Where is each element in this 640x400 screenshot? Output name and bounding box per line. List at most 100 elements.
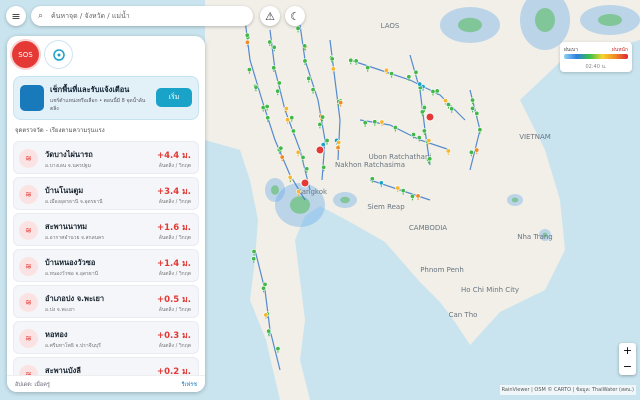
- station-pin: [353, 58, 359, 64]
- station-pin: [417, 81, 423, 87]
- station-pin: [434, 88, 440, 94]
- station-pin: [276, 80, 282, 86]
- station-pin: [395, 185, 401, 191]
- rain-core: [290, 196, 310, 214]
- legend-time: 02:40 น.: [585, 64, 607, 70]
- place-label: CAMBODIA: [409, 224, 447, 232]
- water-level: +0.5 ม.: [157, 295, 191, 305]
- station-name: อำเภอปง จ.พะเยา: [45, 294, 105, 303]
- station-pin: [244, 32, 250, 38]
- station-item[interactable]: ≋ อำเภอปง จ.พะเยาอ.ปง จ.พะเยา +0.5 ม. ล้นตล…: [13, 285, 199, 318]
- zoom-out[interactable]: −: [622, 360, 633, 373]
- card-icon: [20, 85, 44, 111]
- station-pin: [275, 88, 281, 94]
- station-pin: [264, 103, 270, 109]
- station-status: ล้นตลิ่ง / วิกฤต: [158, 343, 191, 349]
- item-icon: ≋: [19, 329, 38, 348]
- place-label: Nakhon Ratchasima: [335, 161, 405, 169]
- station-item[interactable]: ≋ บ้านหนองวัวซอ อ.หนองวัวซอ จ.อุดรธานี +1.4…: [13, 249, 199, 282]
- water-level: +4.4 ม.: [157, 151, 191, 161]
- station-pin: [416, 135, 422, 141]
- locate-icon: [52, 48, 65, 61]
- water-level: +1.6 ม.: [157, 223, 191, 233]
- refresh-button[interactable]: รีเฟรช: [181, 382, 197, 388]
- station-pin: [413, 69, 419, 75]
- station-pin: [430, 89, 436, 95]
- station-pin: [338, 100, 344, 106]
- place-label: Siem Reap: [367, 203, 405, 211]
- river: [299, 24, 326, 181]
- start-button[interactable]: เริ่ม: [156, 88, 192, 107]
- station-pin: [287, 174, 293, 180]
- station-pin: [335, 145, 341, 151]
- legend-heavy: ฝนหนัก: [611, 47, 628, 53]
- station-pin: [265, 115, 271, 121]
- station-name: วัดบางไผ่นารถ: [45, 150, 93, 159]
- station-pin: [302, 43, 308, 49]
- card-title: เช็กพื้นที่และรับแจ้งเตือน: [50, 85, 130, 94]
- station-pin: [400, 188, 406, 194]
- card-subtitle: แชร์ตำแหน่งหรือเลือก • ตอนนี้มี 8 จุดน้ำ…: [50, 98, 146, 112]
- station-item[interactable]: ≋ สะพานนาทม อ.อากาศอำนวย จ.สกลนคร +1.6 ม. ล้…: [13, 213, 199, 246]
- station-pin: [317, 121, 323, 127]
- station-pin: [253, 84, 259, 90]
- station-pin: [304, 166, 310, 172]
- station-pin: [267, 39, 273, 45]
- menu-button[interactable]: ≡: [6, 6, 26, 26]
- station-pin: [320, 142, 326, 148]
- rain-core: [340, 196, 350, 204]
- station-status: ล้นตลิ่ง / วิกฤต: [158, 307, 191, 313]
- station-item[interactable]: ≋ บ้านโนนตูม อ.เมืองอุดรธานี จ.อุดรธานี +3.…: [13, 177, 199, 210]
- water-level: +0.2 ม.: [157, 367, 191, 377]
- item-icon: ≋: [19, 185, 38, 204]
- station-pin: [369, 176, 375, 182]
- side-panel: SOS เช็กพื้นที่และรับแจ้งเตือน แชร์ตำแหน…: [7, 36, 205, 392]
- station-location: อ.ปง จ.พะเยา: [45, 307, 75, 313]
- place-label: Ubon Ratchathani: [369, 153, 432, 161]
- station-pin: [421, 105, 427, 111]
- updated-text: อัปเดต: เมื่อครู่: [15, 382, 50, 388]
- station-pin: [415, 193, 421, 199]
- station-pin: [324, 138, 330, 144]
- station-pin: [389, 71, 395, 77]
- station-name: บ้านโนนตูม: [45, 186, 84, 195]
- rain-core: [271, 185, 279, 195]
- station-pin: [283, 106, 289, 112]
- item-icon: ≋: [19, 293, 38, 312]
- station-pin: [285, 117, 291, 123]
- station-name: หอทอง: [45, 330, 68, 339]
- theme-button[interactable]: ☾: [285, 6, 305, 26]
- station-pin: [468, 149, 474, 155]
- station-item[interactable]: ≋ วัดบางไผ่นารถ อ.บางเลน จ.นครปฐม +4.4 ม. ล้…: [13, 141, 199, 174]
- station-location: อ.อากาศอำนวย จ.สกลนคร: [45, 235, 105, 241]
- warning-button[interactable]: ⚠: [260, 6, 280, 26]
- station-pin: [275, 346, 281, 352]
- station-pin: [442, 98, 448, 104]
- station-status: ล้นตลิ่ง / วิกฤต: [158, 199, 191, 205]
- station-pin: [383, 67, 389, 73]
- place-label: LAOS: [381, 22, 400, 30]
- water-level: +1.4 ม.: [157, 259, 191, 269]
- locate-button[interactable]: [45, 41, 72, 68]
- station-status: ล้นตลิ่ง / วิกฤต: [158, 163, 191, 169]
- station-pin: [445, 101, 451, 107]
- search-box[interactable]: ⌕ ค้นหาจุด / จังหวัด / แม่น้ำ: [31, 6, 253, 26]
- zoom-in[interactable]: +: [622, 344, 633, 357]
- place-label: Nha Trang: [517, 233, 552, 241]
- station-pin: [336, 139, 342, 145]
- critical-pin: [425, 112, 435, 122]
- place-label: Can Tho: [449, 311, 478, 319]
- station-pin: [477, 127, 483, 133]
- station-pin: [289, 115, 295, 121]
- critical-pin: [315, 145, 325, 155]
- station-pin: [295, 149, 301, 155]
- station-pin: [300, 154, 306, 160]
- station-pin: [392, 125, 398, 131]
- attribution: RainViewer | OSM © CARTO | ข้อมูล: ThaiW…: [499, 385, 636, 395]
- sos-button[interactable]: SOS: [12, 41, 39, 68]
- water-level: +0.3 ม.: [157, 331, 191, 341]
- station-pin: [278, 145, 284, 151]
- station-item[interactable]: ≋ หอทอง อ.ศรีมหาโพธิ จ.ปราจีนบุรี +0.3 ม. ล้…: [13, 321, 199, 354]
- station-location: อ.บางเลน จ.นครปฐม: [45, 163, 91, 169]
